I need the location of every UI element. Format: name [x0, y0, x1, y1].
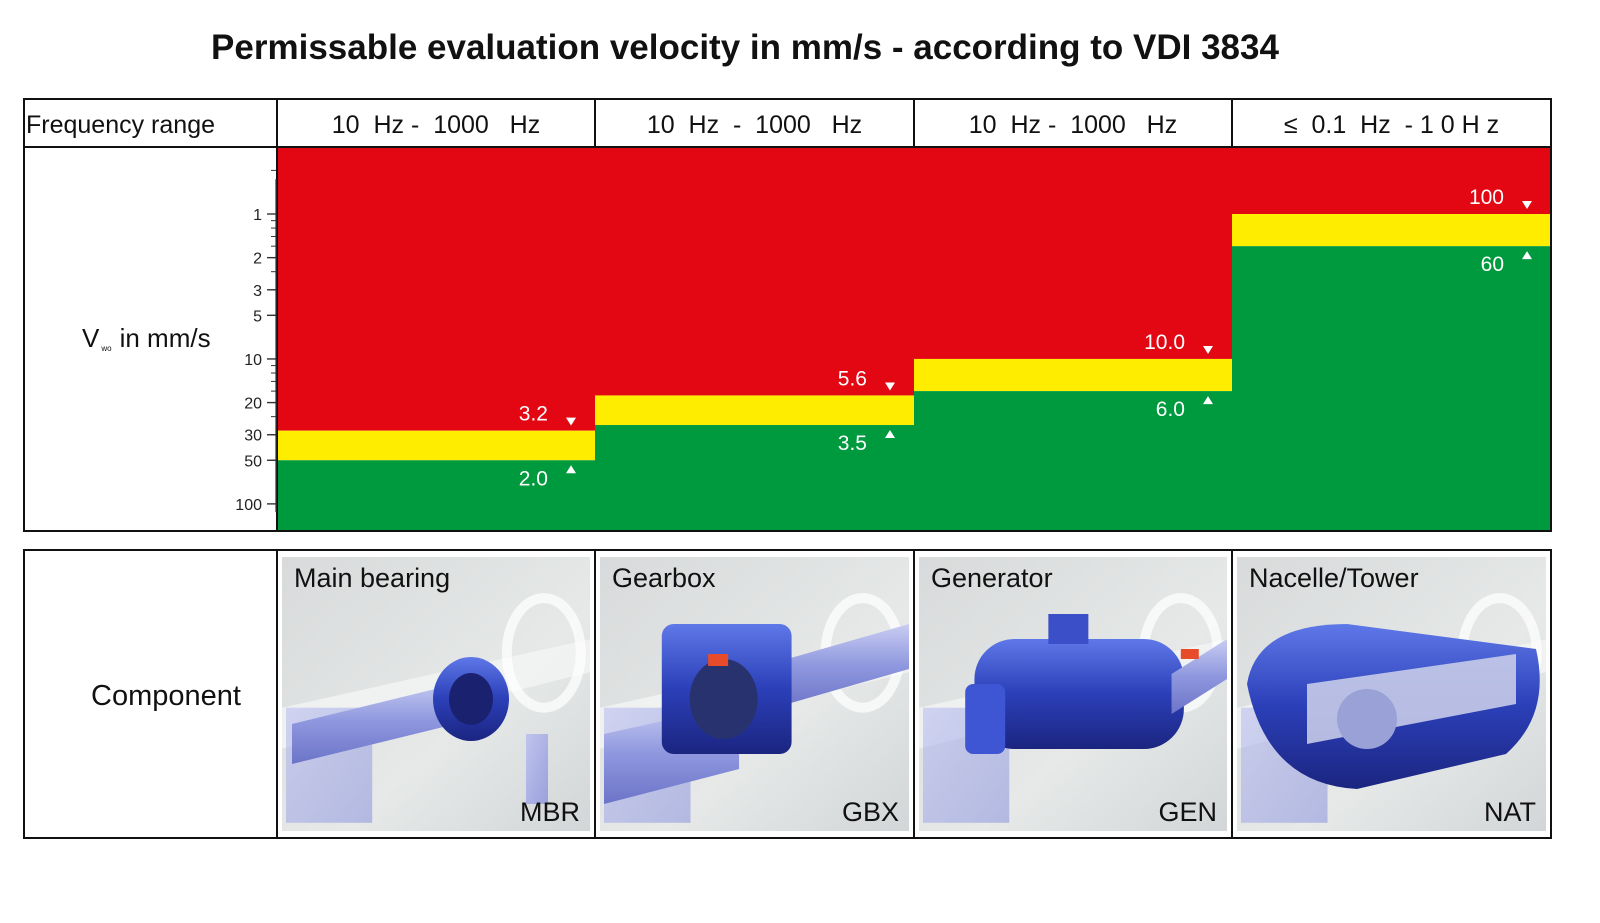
- y-tick-label: 3: [253, 283, 262, 300]
- component-layer: Component Main bearing MBR Gearbox GBX Genera…: [91, 557, 1546, 831]
- generator-body: [974, 639, 1184, 749]
- red-zone-gbx: [595, 147, 914, 396]
- generator-box: [965, 684, 1006, 754]
- green-zone-gbx: [595, 425, 914, 531]
- component-code-mbr: MBR: [520, 797, 580, 827]
- upper-limit-label-gen: 10.0: [1144, 331, 1185, 354]
- component-name-gbx: Gearbox: [612, 563, 716, 593]
- component-panel-gen: Generator GEN: [919, 557, 1227, 831]
- bearing-bore: [449, 673, 493, 725]
- lower-limit-marker-gen: [1203, 396, 1213, 405]
- yellow-zone-gbx: [595, 395, 914, 426]
- grid-layer: [23, 98, 1552, 839]
- brake-caliper: [708, 654, 729, 666]
- coupling-shaft: [1171, 639, 1227, 714]
- upper-limit-label-nat: 100: [1469, 186, 1504, 209]
- lower-limit-marker-nat: [1522, 251, 1532, 260]
- ring-ghost: [501, 593, 586, 713]
- main-shaft: [292, 679, 476, 764]
- frequency-range-gbx: 10 Hz - 1000 Hz: [647, 111, 862, 139]
- upper-limit-marker-nat: [1522, 201, 1532, 210]
- y-tick-label: 30: [244, 428, 262, 445]
- component-table-border: [23, 549, 1552, 839]
- lower-limit-marker-mbr: [566, 465, 576, 474]
- component-code-gbx: GBX: [842, 797, 899, 827]
- input-shaft: [769, 624, 909, 709]
- lower-limit-label-nat: 60: [1481, 253, 1504, 276]
- component-name-nat: Nacelle/Tower: [1249, 563, 1419, 593]
- upper-limit-marker-mbr: [566, 417, 576, 426]
- yellow-zone-nat: [1232, 214, 1551, 247]
- y-tick-label: 10: [244, 352, 262, 369]
- y-tick-label: 20: [244, 396, 262, 413]
- brake-ghost: [526, 734, 548, 804]
- lower-limit-label-mbr: 2.0: [519, 467, 548, 490]
- y-tick-label: 100: [235, 497, 262, 514]
- frequency-range-nat: ≤ 0.1 Hz - 1 0 H z: [1284, 111, 1499, 139]
- terminal-box: [1048, 614, 1089, 644]
- component-name-gen: Generator: [931, 563, 1053, 593]
- lower-limit-label-gen: 6.0: [1156, 398, 1185, 421]
- y-tick-label: 2: [253, 251, 262, 268]
- green-zone-mbr: [277, 460, 595, 531]
- component-label: Component: [91, 680, 241, 712]
- component-panel-gbx: Gearbox GBX: [600, 557, 909, 831]
- chart-table-border: [23, 98, 1552, 532]
- yellow-zone-mbr: [277, 430, 595, 461]
- frequency-range-gen: 10 Hz - 1000 Hz: [969, 111, 1177, 139]
- component-code-gen: GEN: [1158, 797, 1217, 827]
- upper-limit-label-mbr: 3.2: [519, 403, 548, 426]
- component-panel-nat: Nacelle/Tower NAT: [1237, 557, 1546, 831]
- y-tick-label: 5: [253, 308, 262, 325]
- axis-layer: 100 50 30 20 10 5 3 2 1 V wo in mm/s: [82, 169, 277, 514]
- chart-title: Permissable evaluation velocity in mm/s …: [211, 28, 1279, 67]
- band-layer: [277, 147, 1551, 531]
- marker-layer: 3.2 2.0 5.6 3.5 10.0 6.0 100 60: [519, 186, 1532, 490]
- generator-ghost: [1337, 689, 1397, 749]
- red-zone-mbr: [277, 147, 595, 431]
- green-zone-nat: [1232, 246, 1551, 531]
- upper-limit-label-gbx: 5.6: [838, 367, 867, 390]
- y-tick-label: 50: [244, 453, 262, 470]
- coupling-brake: [1180, 649, 1199, 659]
- red-zone-gen: [914, 147, 1232, 359]
- lower-limit-label-gbx: 3.5: [838, 432, 867, 455]
- lower-limit-marker-gbx: [885, 430, 895, 439]
- green-zone-gen: [914, 391, 1232, 531]
- component-name-mbr: Main bearing: [294, 563, 450, 593]
- red-zone-nat: [1232, 147, 1551, 215]
- upper-limit-marker-gbx: [885, 382, 895, 391]
- yellow-zone-gen: [914, 358, 1232, 392]
- component-code-nat: NAT: [1484, 797, 1536, 827]
- upper-limit-marker-gen: [1203, 345, 1213, 354]
- component-panel-mbr: Main bearing MBR: [282, 557, 590, 831]
- header-layer: Frequency range 10 Hz - 1000 Hz 10 Hz - 10…: [26, 111, 1499, 139]
- frequency-range-label: Frequency range: [26, 111, 215, 139]
- gear-disk: [689, 659, 758, 739]
- frequency-range-mbr: 10 Hz - 1000 Hz: [332, 111, 540, 139]
- y-tick-label: 1: [253, 207, 262, 224]
